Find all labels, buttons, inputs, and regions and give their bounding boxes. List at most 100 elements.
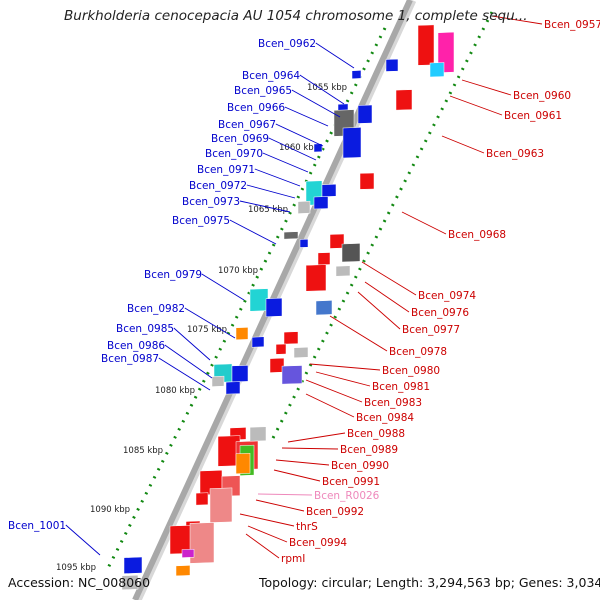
right-leader-line: [305, 379, 363, 403]
right-leader-line: [357, 291, 401, 330]
scale-label: 1070 kbp: [218, 266, 258, 276]
gene-shape: [231, 365, 249, 383]
left-gene-label: Bcen_0964: [242, 70, 300, 82]
gene-shape: [235, 327, 249, 341]
right-gene-label: Bcen_R0026: [314, 490, 380, 502]
gene-shape: [249, 426, 267, 442]
sequence-summary: Topology: circular; Length: 3,294,563 bp…: [259, 575, 600, 590]
right-leader-line: [491, 15, 543, 25]
right-gene-label: Bcen_0960: [513, 90, 571, 102]
gene-shape: [189, 522, 215, 564]
scale-label: 1065 kbp: [248, 205, 288, 215]
left-leader-line: [262, 152, 309, 173]
left-gene-label: Bcen_0985: [116, 323, 174, 335]
left-leader-line: [284, 106, 329, 127]
right-gene-label: Bcen_0992: [306, 506, 364, 518]
left-leader-line: [268, 137, 317, 161]
gene-shape: [429, 62, 445, 78]
gene-shape: [335, 265, 351, 277]
scale-label: 1080 kbp: [155, 386, 195, 396]
right-gene-label: Bcen_0974: [418, 290, 476, 302]
left-leader-line: [275, 123, 324, 147]
left-gene-label: Bcen_0972: [189, 180, 247, 192]
gene-shape: [299, 238, 309, 248]
right-leader-line: [275, 459, 330, 466]
gene-shape: [385, 58, 399, 72]
gene-shape: [329, 233, 345, 249]
left-gene-label: Bcen_0965: [234, 85, 292, 97]
scale-label: 1060 kbp: [279, 143, 319, 153]
right-leader-line: [281, 447, 339, 450]
left-leader-line: [184, 307, 236, 339]
left-leader-line: [201, 273, 245, 301]
left-leader-line: [65, 524, 101, 556]
gene-shape: [181, 548, 195, 558]
gene-shape: [121, 574, 139, 590]
gene-shape: [269, 357, 285, 373]
right-leader-line: [247, 525, 288, 543]
right-leader-line: [461, 79, 512, 96]
left-gene-label: Bcen_0986: [107, 340, 165, 352]
right-leader-line: [245, 533, 280, 559]
map-title: Burkholderia cenocepacia AU 1054 chromos…: [64, 8, 528, 24]
gene-shape: [209, 487, 233, 523]
gene-shape: [317, 252, 331, 266]
right-gene-label: Bcen_0991: [322, 476, 380, 488]
left-gene-label: Bcen_1001: [8, 520, 66, 532]
right-gene-label: Bcen_0980: [382, 365, 440, 377]
right-leader-line: [364, 281, 410, 313]
right-gene-label: Bcen_0994: [289, 537, 347, 549]
right-gene-label: Bcen_0981: [372, 381, 430, 393]
left-gene-label: Bcen_0970: [205, 148, 263, 160]
left-leader-line: [164, 344, 213, 379]
scale-label: 1095 kbp: [56, 563, 96, 573]
gene-shape: [235, 453, 251, 475]
right-gene-label: Bcen_0984: [356, 412, 414, 424]
gene-shape: [351, 70, 362, 79]
right-leader-line: [315, 371, 371, 387]
gene-shape: [305, 264, 327, 292]
left-leader-line: [315, 42, 355, 69]
scale-label: 1075 kbp: [187, 325, 227, 335]
gene-shape: [275, 343, 287, 355]
left-leader-line: [254, 168, 301, 187]
right-gene-label: Bcen_0983: [364, 397, 422, 409]
right-leader-line: [257, 493, 313, 496]
gene-shape: [251, 336, 265, 348]
left-gene-label: Bcen_0979: [144, 269, 202, 281]
right-leader-line: [305, 393, 355, 418]
right-gene-label: thrS: [296, 521, 318, 533]
right-gene-label: Bcen_0957: [544, 19, 600, 31]
right-gene-label: Bcen_0977: [402, 324, 460, 336]
gene-shape: [265, 297, 283, 317]
right-gene-label: rpmI: [281, 553, 305, 565]
gene-shape: [195, 492, 209, 506]
left-gene-label: Bcen_0975: [172, 215, 230, 227]
right-leader-line: [449, 95, 503, 116]
right-leader-line: [361, 261, 417, 296]
left-leader-line: [158, 357, 211, 391]
right-leader-line: [287, 432, 346, 443]
right-leader-line: [255, 499, 305, 512]
right-leader-line: [401, 211, 447, 235]
left-leader-line: [173, 327, 211, 361]
left-gene-label: Bcen_0982: [127, 303, 185, 315]
gene-shape: [321, 184, 337, 198]
right-gene-label: Bcen_0989: [340, 444, 398, 456]
left-leader-line: [299, 74, 345, 105]
gene-shape: [357, 104, 373, 124]
left-leader-line: [239, 200, 291, 213]
gene-shape: [359, 172, 375, 190]
gene-shape: [225, 381, 241, 395]
gene-shape: [341, 243, 361, 263]
left-gene-label: Bcen_0971: [197, 164, 255, 176]
gene-shape: [283, 231, 299, 240]
left-leader-line: [246, 184, 296, 199]
right-leader-line: [329, 315, 388, 352]
gene-shape: [417, 24, 435, 66]
right-leader-line: [273, 469, 321, 482]
right-leader-line: [309, 363, 381, 371]
right-gene-label: Bcen_0968: [448, 229, 506, 241]
scale-track-left: [106, 27, 387, 569]
